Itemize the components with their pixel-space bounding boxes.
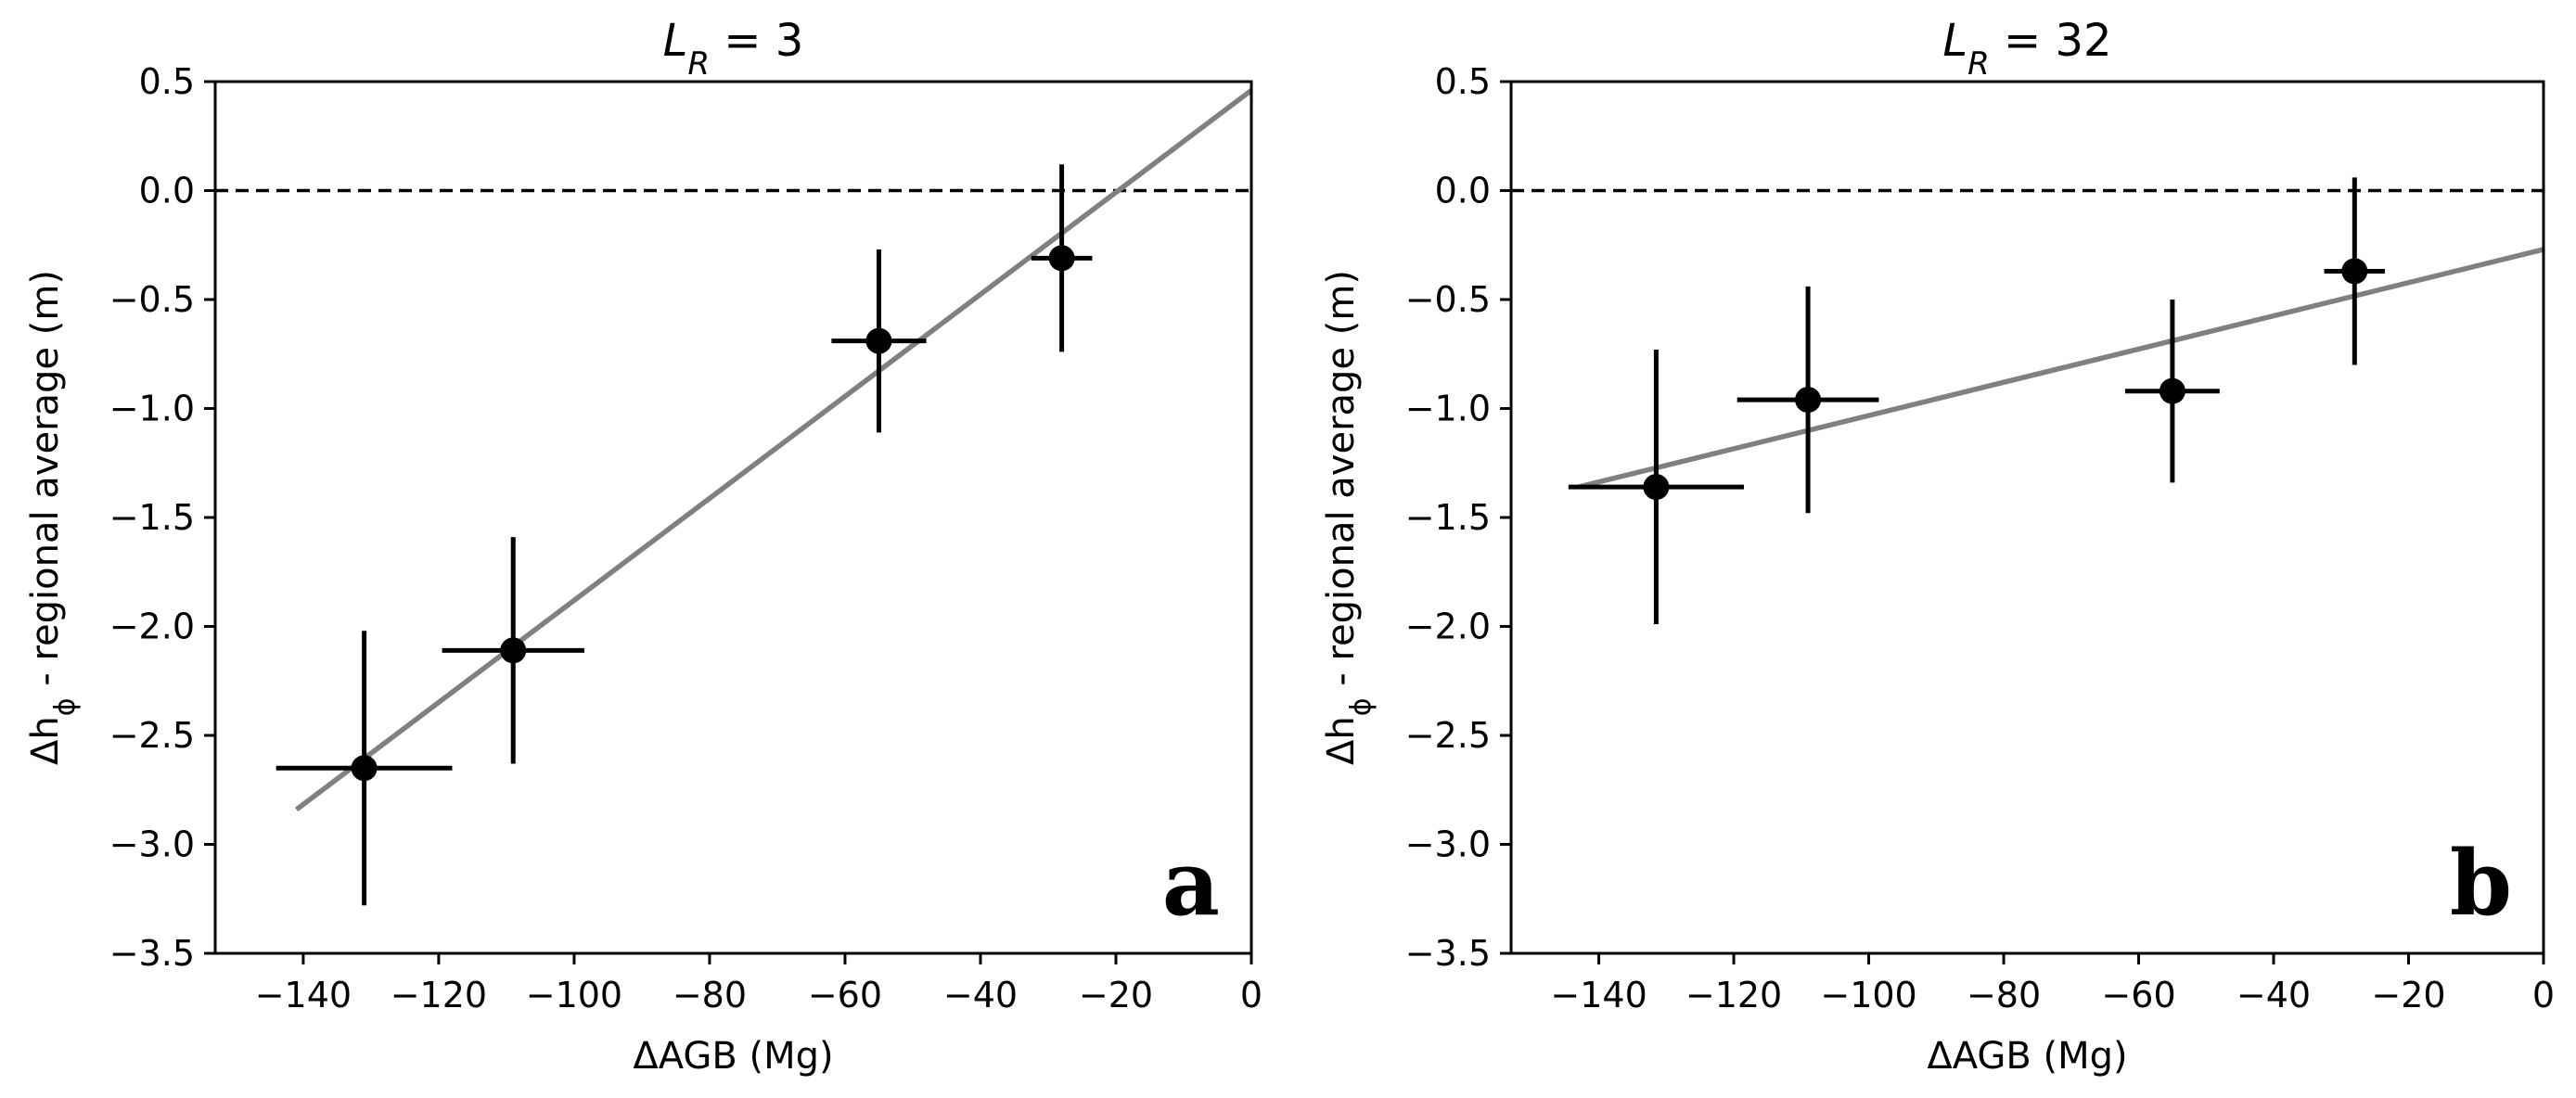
data-point-group: [1568, 350, 1744, 625]
y-axis-label-main: Δh: [1320, 716, 1363, 765]
x-tick-label: −140: [255, 975, 352, 1015]
data-point: [2159, 377, 2185, 404]
y-tick-label: −1.5: [109, 497, 195, 538]
data-point: [351, 755, 378, 782]
y-axis-label-subscript: ϕ: [1345, 697, 1378, 716]
data-point-group: [276, 631, 453, 906]
y-axis-label-rest: - regional average (m): [24, 270, 67, 697]
x-tick-label: −80: [673, 975, 747, 1015]
x-tick-label: −100: [1820, 975, 1916, 1015]
data-point: [1643, 474, 1670, 501]
fit-line: [1578, 247, 2544, 490]
panel-letter: b: [2450, 831, 2512, 936]
chart-title-rest: = 3: [710, 15, 803, 67]
x-tick-label: −120: [391, 975, 487, 1015]
y-tick-label: −2.0: [109, 606, 195, 647]
data-point-group: [1737, 286, 1879, 514]
y-tick-label: 0.0: [139, 171, 195, 211]
y-tick-label: 0.5: [139, 61, 195, 102]
panel-a: −140 −120 −100 −80 −60 −40 −20 0 0.5 0.0 −0.5 −1.0 −…: [24, 15, 1262, 1078]
data-point-group: [442, 537, 584, 764]
y-tick-label: −0.5: [1405, 279, 1491, 320]
chart-title-subscript: R: [1967, 45, 1990, 83]
data-point: [865, 327, 892, 354]
y-axis-label: Δhϕ - regional average (m): [24, 270, 82, 765]
x-tick-label: 0: [1240, 975, 1262, 1015]
y-tick-label: −2.0: [1405, 606, 1491, 647]
x-tick-label: 0: [2532, 975, 2555, 1015]
x-tick-label: −40: [2236, 975, 2311, 1015]
data-point: [1048, 245, 1075, 272]
y-tick-label: −3.0: [109, 824, 195, 865]
y-axis-label: Δhϕ - regional average (m): [1320, 270, 1378, 765]
y-axis-label-rest: - regional average (m): [1320, 270, 1363, 697]
panel-b: −140 −120 −100 −80 −60 −40 −20 0 0.5 0.0 −0.5 −1.0 −…: [1320, 15, 2555, 1078]
data-point: [2341, 258, 2368, 285]
y-tick-label: −3.5: [109, 933, 195, 974]
x-tick-label: −20: [2371, 975, 2445, 1015]
y-tick-label: −1.5: [1405, 497, 1491, 538]
x-tick-label: −60: [808, 975, 882, 1015]
x-tick-label: −120: [1685, 975, 1782, 1015]
y-tick-label: −1.0: [109, 389, 195, 429]
axes-frame: [213, 80, 1253, 955]
data-point-group: [2324, 177, 2386, 365]
panel-letter: a: [1162, 831, 1220, 936]
chart-title-main: L: [663, 15, 688, 67]
x-axis-label: ΔAGB (Mg): [633, 1035, 833, 1078]
axes-frame: [1509, 80, 2545, 955]
y-tick-label: 0.5: [1435, 61, 1491, 102]
x-tick-label: −140: [1550, 975, 1647, 1015]
y-axis-label-subscript: ϕ: [49, 697, 82, 716]
chart-title-rest: = 32: [1990, 15, 2112, 67]
chart-title: LR = 32: [1942, 15, 2111, 83]
x-tick-label: −100: [526, 975, 622, 1015]
chart-title-main: L: [1942, 15, 1967, 67]
x-tick-label: −40: [943, 975, 1018, 1015]
x-tick-label: −20: [1079, 975, 1153, 1015]
y-tick-label: −3.5: [1405, 933, 1491, 974]
chart-title-subscript: R: [687, 45, 710, 83]
data-point-group: [2124, 300, 2220, 483]
y-tick-label: 0.0: [1435, 171, 1491, 211]
fit-line: [294, 88, 1253, 812]
data-point: [1795, 387, 1822, 414]
y-axis-label-main: Δh: [24, 716, 67, 765]
data-point: [500, 637, 527, 664]
x-tick-label: −60: [2101, 975, 2175, 1015]
x-axis-label: ΔAGB (Mg): [1927, 1035, 2127, 1078]
data-point-group: [831, 249, 927, 433]
chart-title: LR = 3: [663, 15, 804, 83]
y-tick-label: −2.5: [109, 715, 195, 756]
y-tick-label: −1.0: [1405, 389, 1491, 429]
y-tick-label: −3.0: [1405, 824, 1491, 865]
x-tick-label: −80: [1967, 975, 2041, 1015]
y-tick-label: −2.5: [1405, 715, 1491, 756]
y-tick-label: −0.5: [109, 279, 195, 320]
data-point-group: [1031, 164, 1093, 352]
